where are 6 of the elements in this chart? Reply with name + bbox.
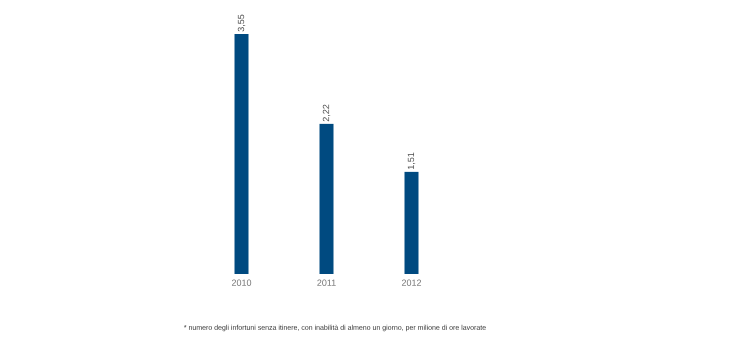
x-tick-label: 2011 [317, 280, 336, 286]
data-label: 3,55 [238, 14, 246, 32]
data-label: 2,22 [322, 104, 330, 122]
x-tick-label: 2010 [232, 280, 252, 286]
x-tick-label: 2012 [402, 280, 422, 286]
data-label: 1,51 [408, 152, 416, 170]
